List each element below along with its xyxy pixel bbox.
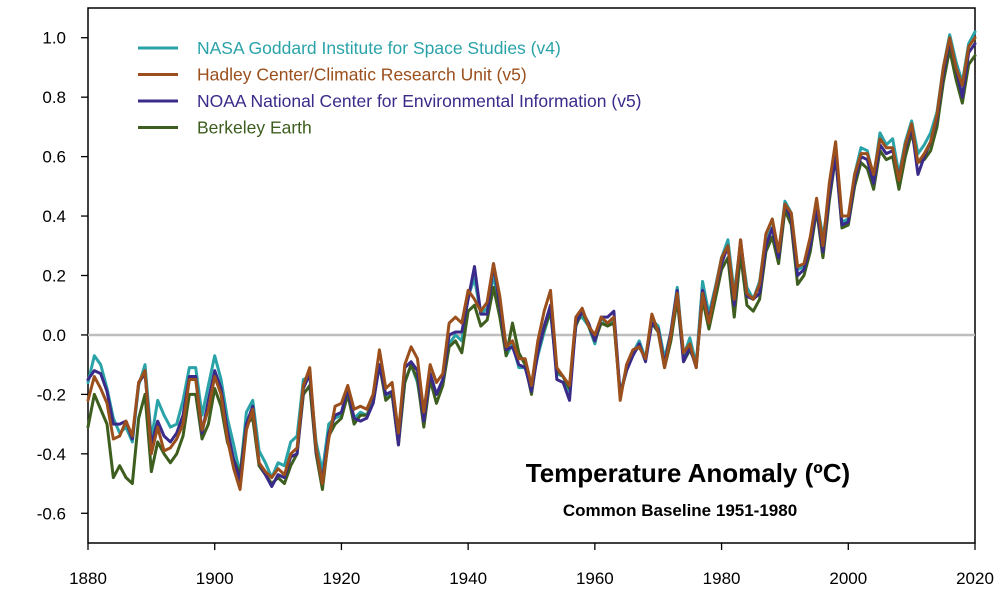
x-axis: 1880 1900 1920 1940 1960 1980 2000 2020 — [69, 543, 994, 588]
chart-subtitle: Common Baseline 1951-1980 — [563, 501, 797, 520]
y-tick-label: 0.8 — [42, 88, 66, 107]
x-tick-label: 1940 — [449, 569, 487, 588]
y-tick-label: -0.6 — [37, 504, 66, 523]
x-tick-label: 1900 — [196, 569, 234, 588]
plot-area — [86, 7, 977, 544]
y-tick-label: 1.0 — [42, 29, 66, 48]
y-tick-label: -0.4 — [37, 445, 66, 464]
chart-title: Temperature Anomaly (ºC) — [526, 458, 850, 488]
x-tick-label: 1980 — [703, 569, 741, 588]
y-tick-label: 0.2 — [42, 267, 66, 286]
series-line-1 — [86, 36, 977, 491]
legend: NASA Goddard Institute for Space Studies… — [138, 38, 642, 138]
y-tick-label: 0.4 — [42, 207, 66, 226]
series-layer — [86, 30, 977, 491]
legend-label: NOAA National Center for Environmental I… — [197, 91, 642, 111]
x-tick-label: 1920 — [323, 569, 361, 588]
x-tick-label: 1960 — [576, 569, 614, 588]
y-tick-label: -0.2 — [37, 385, 66, 404]
legend-label: Hadley Center/Climatic Research Unit (v5… — [197, 65, 527, 85]
x-tick-label: 2020 — [956, 569, 994, 588]
series-line-3 — [86, 48, 977, 491]
y-axis: -0.6 -0.4 -0.2 0.0 0.2 0.4 0.6 0.8 1.0 — [37, 29, 88, 523]
legend-label: NASA Goddard Institute for Space Studies… — [197, 38, 561, 58]
x-tick-label: 2000 — [829, 569, 867, 588]
legend-label: Berkeley Earth — [197, 118, 312, 138]
x-tick-label: 1880 — [69, 569, 107, 588]
y-tick-label: 0.6 — [42, 148, 66, 167]
y-tick-label: 0.0 — [42, 326, 66, 345]
